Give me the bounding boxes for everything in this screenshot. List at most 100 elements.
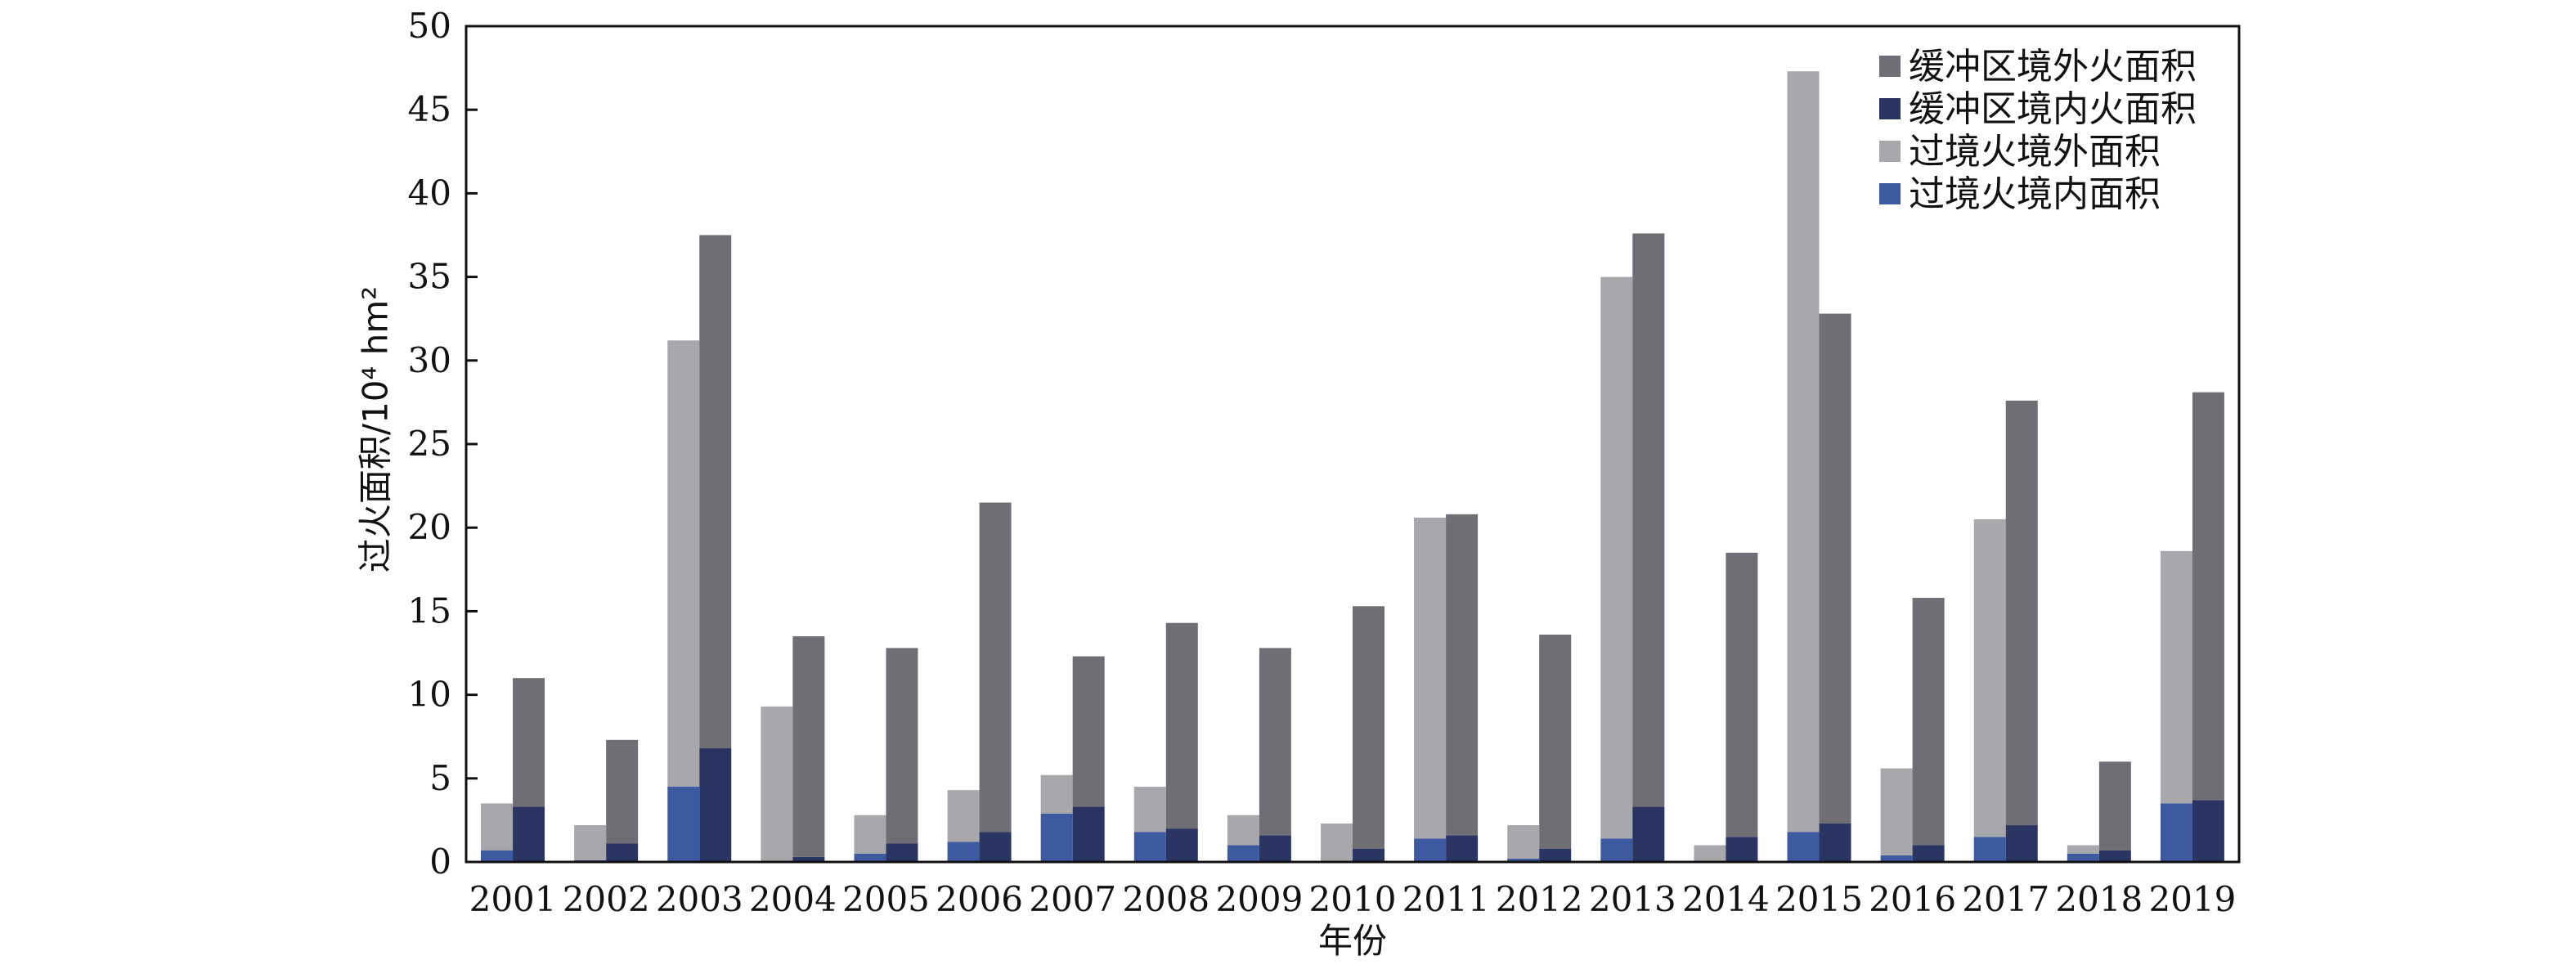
- bar-buffer-2002-outside: [606, 739, 639, 844]
- y-tick-label: 10: [408, 675, 451, 715]
- y-tick-label: 15: [408, 590, 451, 631]
- x-tick-label: 2013: [1589, 879, 1676, 919]
- bar-transit-2013-outside: [1600, 276, 1633, 839]
- legend: 缓冲区境外火面积 缓冲区境内火面积 过境火境外面积 过境火境内面积: [1879, 46, 2197, 215]
- bar-buffer-2019-outside: [2192, 392, 2224, 801]
- x-tick-label: 2011: [1402, 879, 1490, 919]
- y-tick-label: 30: [408, 340, 451, 380]
- bar-transit-2017-inside: [1973, 837, 2006, 862]
- legend-label-transit-outside: 过境火境外面积: [1909, 131, 2161, 173]
- bar-buffer-2011-inside: [1446, 835, 1479, 862]
- y-tick-label: 50: [408, 6, 451, 46]
- bar-transit-2007-inside: [1040, 813, 1073, 862]
- bar-buffer-2010-outside: [1353, 606, 1384, 849]
- bar-transit-2001-inside: [481, 850, 514, 862]
- bar-transit-2016-outside: [1880, 768, 1913, 855]
- bar-transit-2001-outside: [481, 803, 514, 851]
- bar-buffer-2009-inside: [1259, 835, 1291, 862]
- legend-label-buffer-outside: 缓冲区境外火面积: [1909, 46, 2197, 88]
- bar-buffer-2011-outside: [1446, 514, 1479, 836]
- bar-buffer-2013-outside: [1632, 233, 1665, 807]
- bar-buffer-2008-outside: [1165, 622, 1198, 829]
- bar-transit-2005-outside: [854, 815, 886, 854]
- x-tick-label: 2010: [1309, 879, 1397, 919]
- bar-transit-2006-inside: [947, 842, 980, 862]
- legend-swatch-buffer-inside: [1879, 98, 1901, 119]
- bar-transit-2009-inside: [1227, 845, 1259, 862]
- x-tick-label: 2003: [656, 879, 743, 919]
- y-tick-label: 45: [408, 89, 451, 129]
- bar-buffer-2018-outside: [2098, 761, 2131, 851]
- bar-buffer-2015-inside: [1819, 823, 1851, 862]
- bar-transit-2004-outside: [761, 706, 793, 862]
- bar-transit-2009-outside: [1227, 815, 1259, 846]
- bar-buffer-2014-outside: [1726, 552, 1758, 837]
- bar-transit-2019-inside: [2160, 803, 2192, 862]
- x-tick-label: 2016: [1869, 879, 1956, 919]
- bar-transit-2002-outside: [574, 825, 607, 860]
- bar-buffer-2008-inside: [1165, 828, 1198, 862]
- legend-swatch-transit-inside: [1879, 183, 1901, 204]
- bar-buffer-2003-outside: [699, 235, 732, 749]
- bar-transit-2014-outside: [1694, 845, 1726, 862]
- legend-swatch-transit-outside: [1879, 141, 1901, 162]
- bar-transit-2003-outside: [667, 340, 700, 788]
- y-tick-label: 40: [408, 173, 451, 213]
- bar-buffer-2004-inside: [792, 856, 825, 862]
- x-tick-label: 2006: [936, 879, 1023, 919]
- bar-transit-2018-inside: [2067, 853, 2099, 862]
- bar-transit-2011-outside: [1414, 517, 1447, 839]
- bar-transit-2016-inside: [1880, 855, 1913, 862]
- bar-buffer-2007-outside: [1072, 656, 1105, 807]
- x-tick-label: 2018: [2055, 879, 2143, 919]
- bar-transit-2008-inside: [1133, 832, 1166, 862]
- bar-buffer-2017-inside: [2005, 825, 2038, 862]
- bar-transit-2011-inside: [1414, 838, 1447, 862]
- bar-buffer-2005-outside: [886, 648, 918, 844]
- bar-buffer-2002-inside: [606, 843, 639, 862]
- bar-buffer-2007-inside: [1072, 806, 1105, 862]
- bar-transit-2005-inside: [854, 853, 886, 862]
- bar-buffer-2016-inside: [1912, 845, 1945, 862]
- bar-buffer-2005-inside: [886, 843, 918, 862]
- bar-buffer-2014-inside: [1726, 837, 1758, 862]
- x-tick-label: 2019: [2149, 879, 2237, 919]
- bar-transit-2017-outside: [1973, 518, 2006, 837]
- bar-transit-2015-outside: [1787, 71, 1820, 833]
- bar-buffer-2009-outside: [1259, 648, 1291, 836]
- bar-transit-2003-inside: [667, 787, 700, 862]
- bar-buffer-2018-inside: [2098, 850, 2131, 862]
- x-tick-label: 2001: [469, 879, 557, 919]
- legend-label-buffer-inside: 缓冲区境内火面积: [1909, 88, 2197, 130]
- bar-buffer-2001-outside: [513, 678, 545, 807]
- x-tick-label: 2017: [1962, 879, 2049, 919]
- bar-buffer-2006-inside: [979, 832, 1012, 862]
- bar-buffer-2004-outside: [792, 636, 825, 857]
- bars-layer: [481, 71, 2224, 862]
- x-tick-label: 2008: [1122, 879, 1209, 919]
- x-tick-label: 2015: [1775, 879, 1863, 919]
- bar-transit-2012-outside: [1507, 825, 1540, 859]
- legend-label-transit-inside: 过境火境内面积: [1909, 173, 2161, 215]
- bar-buffer-2017-outside: [2005, 400, 2038, 826]
- bar-transit-2013-inside: [1600, 838, 1633, 862]
- bar-transit-2019-outside: [2160, 550, 2192, 804]
- x-axis-title: 年份: [1318, 921, 1387, 961]
- bar-transit-2010-outside: [1321, 823, 1353, 862]
- axes: 2001 2002 2003 2004 2005 2006 2007 2008 2009 2010…: [408, 6, 2241, 919]
- y-tick-label: 35: [408, 257, 451, 297]
- bar-transit-2018-outside: [2067, 845, 2099, 854]
- bar-transit-2012-inside: [1507, 858, 1540, 862]
- bar-transit-2008-outside: [1133, 787, 1166, 833]
- bar-buffer-2019-inside: [2192, 800, 2224, 862]
- x-tick-label: 2014: [1682, 879, 1770, 919]
- y-tick-label: 0: [429, 842, 451, 882]
- bar-buffer-2012-inside: [1539, 848, 1572, 862]
- y-tick-label: 25: [408, 424, 451, 464]
- bar-buffer-2013-inside: [1632, 806, 1665, 862]
- x-tick-label: 2002: [563, 879, 650, 919]
- bar-buffer-2010-inside: [1353, 848, 1384, 862]
- x-tick-label: 2012: [1496, 879, 1583, 919]
- y-axis-title: 过火面积/10⁴ hm²: [356, 286, 396, 572]
